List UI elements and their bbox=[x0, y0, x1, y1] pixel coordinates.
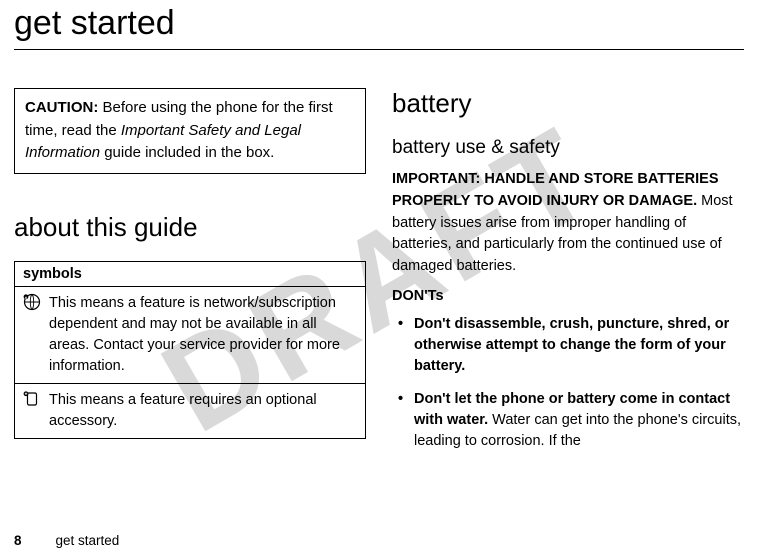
bullet1-bold: Don't disassemble, crush, puncture, shre… bbox=[414, 316, 729, 374]
list-item: Don't let the phone or battery come in c… bbox=[414, 389, 744, 452]
caution-label: CAUTION: bbox=[25, 99, 98, 116]
battery-subheading: battery use & safety bbox=[392, 137, 744, 159]
about-heading: about this guide bbox=[14, 212, 366, 243]
caution-text-post: guide included in the box. bbox=[100, 144, 274, 161]
battery-heading: battery bbox=[392, 88, 744, 119]
page-number: 8 bbox=[14, 533, 22, 548]
table-row: This means a feature requires an optiona… bbox=[15, 384, 365, 438]
donts-list: Don't disassemble, crush, puncture, shre… bbox=[392, 314, 744, 452]
table-row: ▲ This means a feature is network/subscr… bbox=[15, 287, 365, 384]
running-head: get started bbox=[56, 533, 120, 548]
symbols-table: symbols ▲ This means a feature is networ… bbox=[14, 261, 366, 439]
donts-label: DON'Ts bbox=[392, 288, 744, 304]
caution-box: CAUTION: Before using the phone for the … bbox=[14, 88, 366, 174]
left-column: CAUTION: Before using the phone for the … bbox=[14, 88, 366, 464]
battery-intro: IMPORTANT: HANDLE AND STORE BATTERIES PR… bbox=[392, 169, 744, 278]
title-rule bbox=[14, 49, 744, 50]
symbols-row1-text: This means a feature is network/subscrip… bbox=[49, 287, 365, 383]
chapter-title: get started bbox=[14, 4, 744, 43]
network-dependent-icon: ▲ bbox=[23, 293, 41, 311]
right-column: battery battery use & safety IMPORTANT: … bbox=[392, 88, 744, 464]
list-item: Don't disassemble, crush, puncture, shre… bbox=[414, 314, 744, 377]
symbols-row2-text: This means a feature requires an optiona… bbox=[49, 384, 365, 438]
accessory-icon bbox=[23, 390, 41, 408]
svg-text:▲: ▲ bbox=[24, 295, 28, 299]
page-footer: 8 get started bbox=[14, 533, 119, 548]
symbols-header: symbols bbox=[15, 262, 365, 287]
battery-intro-bold: IMPORTANT: HANDLE AND STORE BATTERIES PR… bbox=[392, 171, 719, 209]
